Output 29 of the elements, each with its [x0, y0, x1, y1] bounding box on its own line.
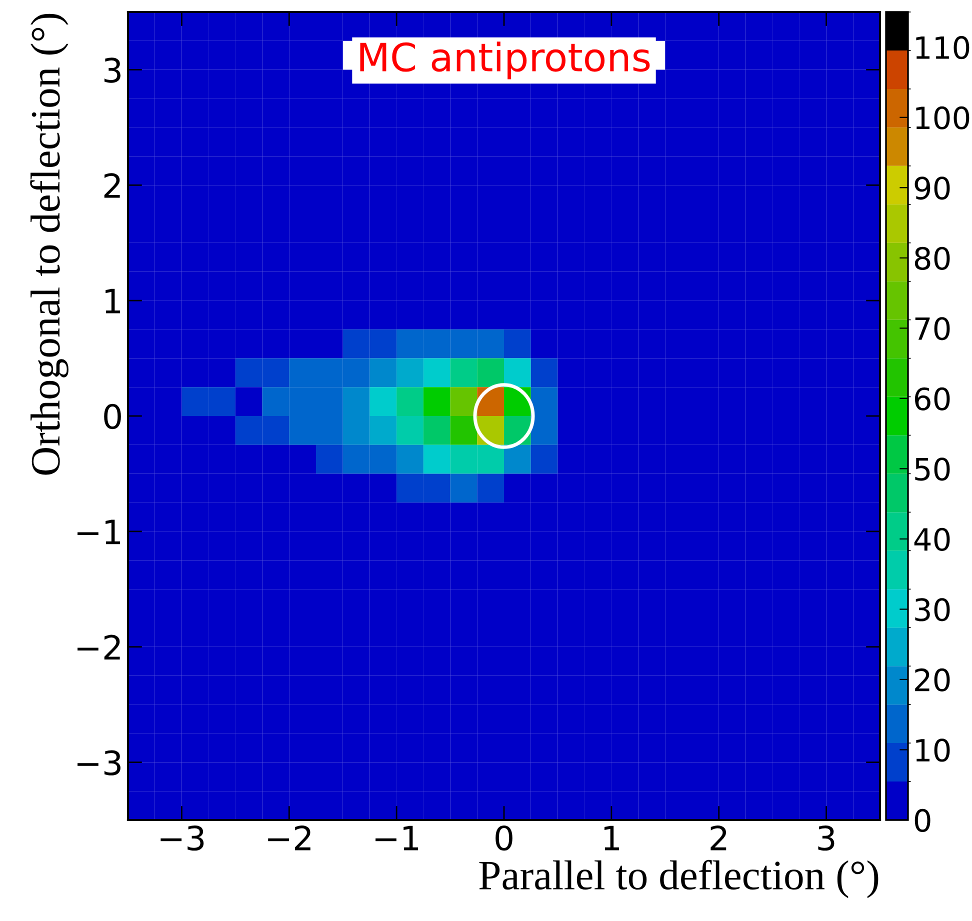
color-bar-label: 50	[915, 458, 950, 481]
y-tick-label: 0	[104, 404, 121, 430]
color-bar-label: 80	[914, 246, 950, 270]
y-tick-label: 1	[106, 288, 120, 314]
y-tick-label: 3	[104, 58, 120, 83]
x-tick-label: −1	[376, 826, 418, 850]
x-tick-label: −2	[268, 825, 310, 850]
y-tick-label: −2	[78, 634, 120, 660]
color-bar-label: 40	[914, 528, 950, 551]
y-axis-title: Orthogonal to deflection (°)	[30, 14, 68, 475]
x-tick-label: 1	[604, 826, 619, 850]
color-bar-label: 30	[915, 598, 950, 622]
y-tick-label: 2	[104, 173, 120, 198]
x-tick-label: 3	[818, 825, 834, 851]
x-tick-label: −3	[160, 825, 204, 851]
color-bar-label: 10	[916, 738, 950, 762]
x-tick-label: 0	[496, 825, 512, 851]
y-tick-label: −1	[78, 520, 120, 544]
y-tick-label: −3	[78, 750, 120, 776]
x-tick-label: 2	[710, 825, 726, 850]
color-bar-label: 110	[916, 36, 970, 60]
x-axis-title: Parallel to deflection (°)	[479, 860, 878, 898]
color-bar-label: 60	[914, 387, 950, 410]
color-bar-label: 90	[914, 176, 950, 200]
color-bar-label: 0	[914, 808, 930, 832]
color-bar-label: 100	[916, 106, 970, 130]
color-bar-label: 20	[915, 668, 950, 692]
annotation: MC antiprotons	[360, 42, 650, 80]
color-bar-label: 70	[915, 317, 950, 340]
